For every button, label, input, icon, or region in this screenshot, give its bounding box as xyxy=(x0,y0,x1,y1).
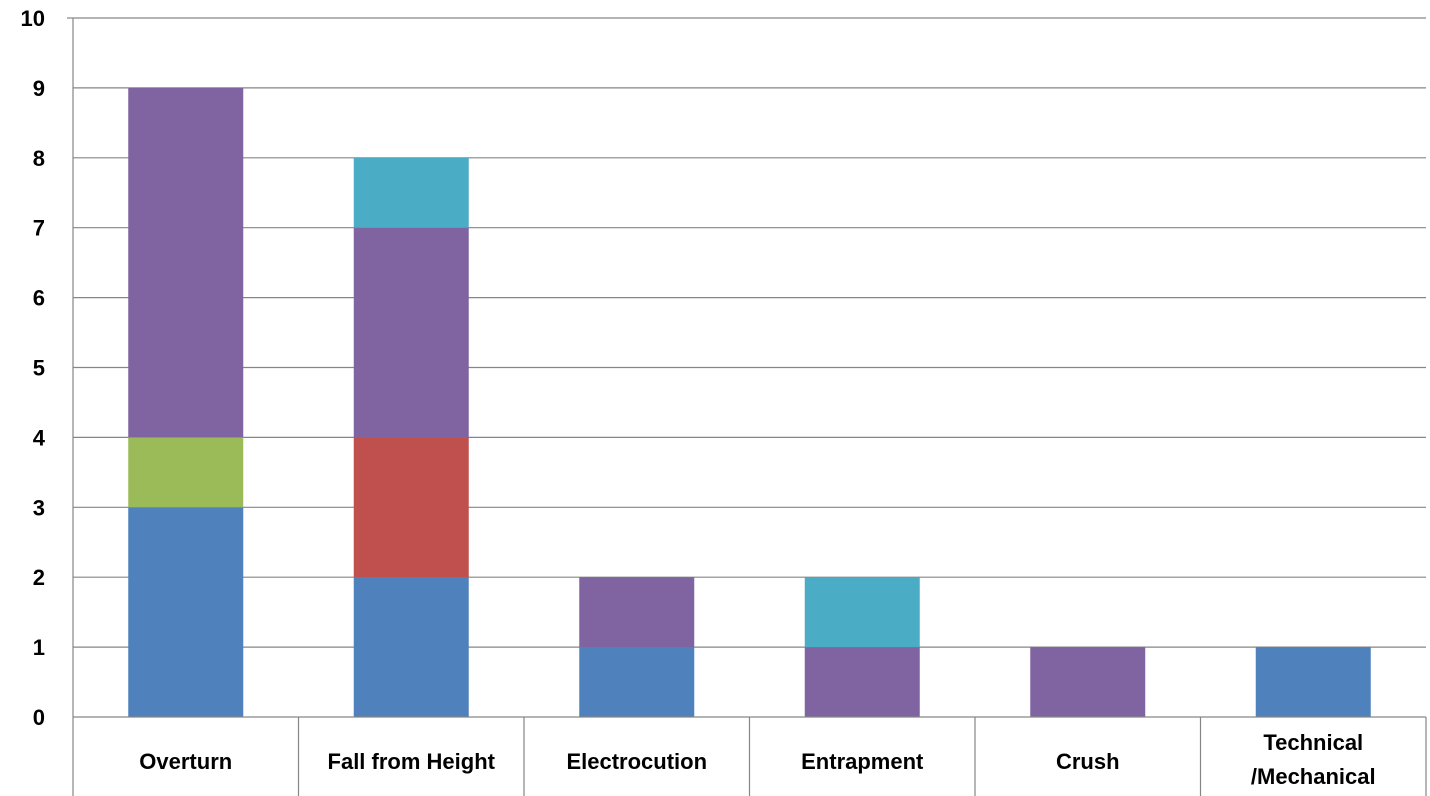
y-tick-label: 9 xyxy=(33,76,45,101)
category-label: Fall from Height xyxy=(328,749,496,774)
category-label: Electrocution xyxy=(566,749,707,774)
axes xyxy=(67,17,1427,796)
y-tick-label: 1 xyxy=(33,635,45,660)
y-tick-label: 7 xyxy=(33,216,45,241)
y-tick-label: 8 xyxy=(33,146,45,171)
y-tick-label: 5 xyxy=(33,356,45,381)
bar-segment xyxy=(353,227,469,438)
bars xyxy=(128,87,1371,717)
category-label-line: /Mechanical xyxy=(1251,764,1376,789)
bar-segment xyxy=(128,507,244,717)
y-tick-labels: 0 1 2 3 4 5 6 7 8 9 10 xyxy=(21,6,46,730)
bar-segment xyxy=(1030,647,1146,717)
gridlines xyxy=(73,17,1426,648)
bar-segment xyxy=(579,647,695,717)
bar-segment xyxy=(353,577,469,717)
y-tick-label: 2 xyxy=(33,565,45,590)
bar-segment xyxy=(128,437,244,508)
y-tick-label: 6 xyxy=(33,286,45,311)
category-label: Crush xyxy=(1056,749,1120,774)
bar-segment xyxy=(804,647,920,717)
bar-segment xyxy=(1255,647,1371,717)
y-tick-label: 0 xyxy=(33,705,45,730)
category-label: Overturn xyxy=(139,749,232,774)
bar-segment xyxy=(579,577,695,648)
bar-segment xyxy=(353,437,469,578)
category-label-line: Technical xyxy=(1263,730,1363,755)
y-tick-label: 4 xyxy=(33,425,46,450)
category-labels: Overturn Fall from Height Electrocution Ent… xyxy=(139,730,1375,789)
y-tick-label: 3 xyxy=(33,495,45,520)
bar-segment xyxy=(353,157,469,228)
bar-segment xyxy=(804,577,920,648)
y-tick-label: 10 xyxy=(21,6,45,31)
category-label: Entrapment xyxy=(801,749,924,774)
bar-segment xyxy=(128,87,244,438)
